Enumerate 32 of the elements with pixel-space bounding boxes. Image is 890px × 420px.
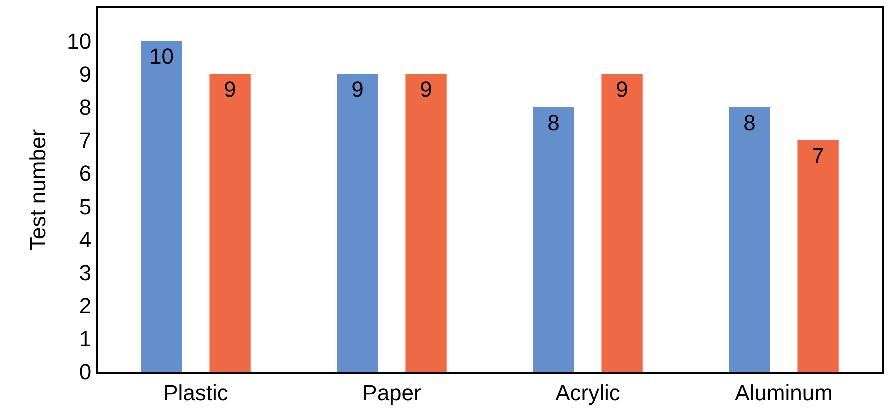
data-label: 9 bbox=[352, 77, 364, 102]
y-tick-label: 1 bbox=[79, 326, 92, 352]
y-tick-label: 8 bbox=[79, 94, 92, 120]
x-tick-label: Acrylic bbox=[556, 380, 620, 406]
data-label: 10 bbox=[149, 44, 174, 70]
y-tick-label: 0 bbox=[79, 360, 92, 385]
bar bbox=[602, 74, 643, 372]
y-tick-label: 4 bbox=[79, 227, 92, 252]
y-tick-label: 7 bbox=[79, 128, 92, 154]
data-label: 9 bbox=[224, 77, 236, 102]
x-tick-label: Aluminum bbox=[735, 380, 833, 406]
y-axis-title: Test number bbox=[25, 129, 50, 251]
y-tick-label: 2 bbox=[79, 294, 92, 319]
x-tick-label: Paper bbox=[362, 380, 422, 406]
bar bbox=[406, 74, 447, 372]
y-tick-label: 10 bbox=[67, 28, 92, 54]
bar bbox=[729, 107, 770, 372]
data-label: 7 bbox=[812, 143, 824, 168]
data-label: 9 bbox=[616, 77, 628, 102]
bar bbox=[533, 107, 574, 372]
y-tick-label: 6 bbox=[79, 161, 92, 186]
y-tick-label: 9 bbox=[79, 62, 92, 87]
data-label: 9 bbox=[420, 77, 432, 102]
bar bbox=[141, 41, 182, 372]
bar bbox=[337, 74, 378, 372]
bar bbox=[798, 140, 839, 372]
x-tick-label: Plastic bbox=[164, 380, 228, 406]
data-label: 8 bbox=[548, 110, 560, 136]
data-label: 8 bbox=[744, 110, 756, 136]
y-tick-label: 5 bbox=[79, 194, 92, 220]
y-tick-label: 3 bbox=[79, 260, 92, 286]
bar bbox=[210, 74, 251, 372]
